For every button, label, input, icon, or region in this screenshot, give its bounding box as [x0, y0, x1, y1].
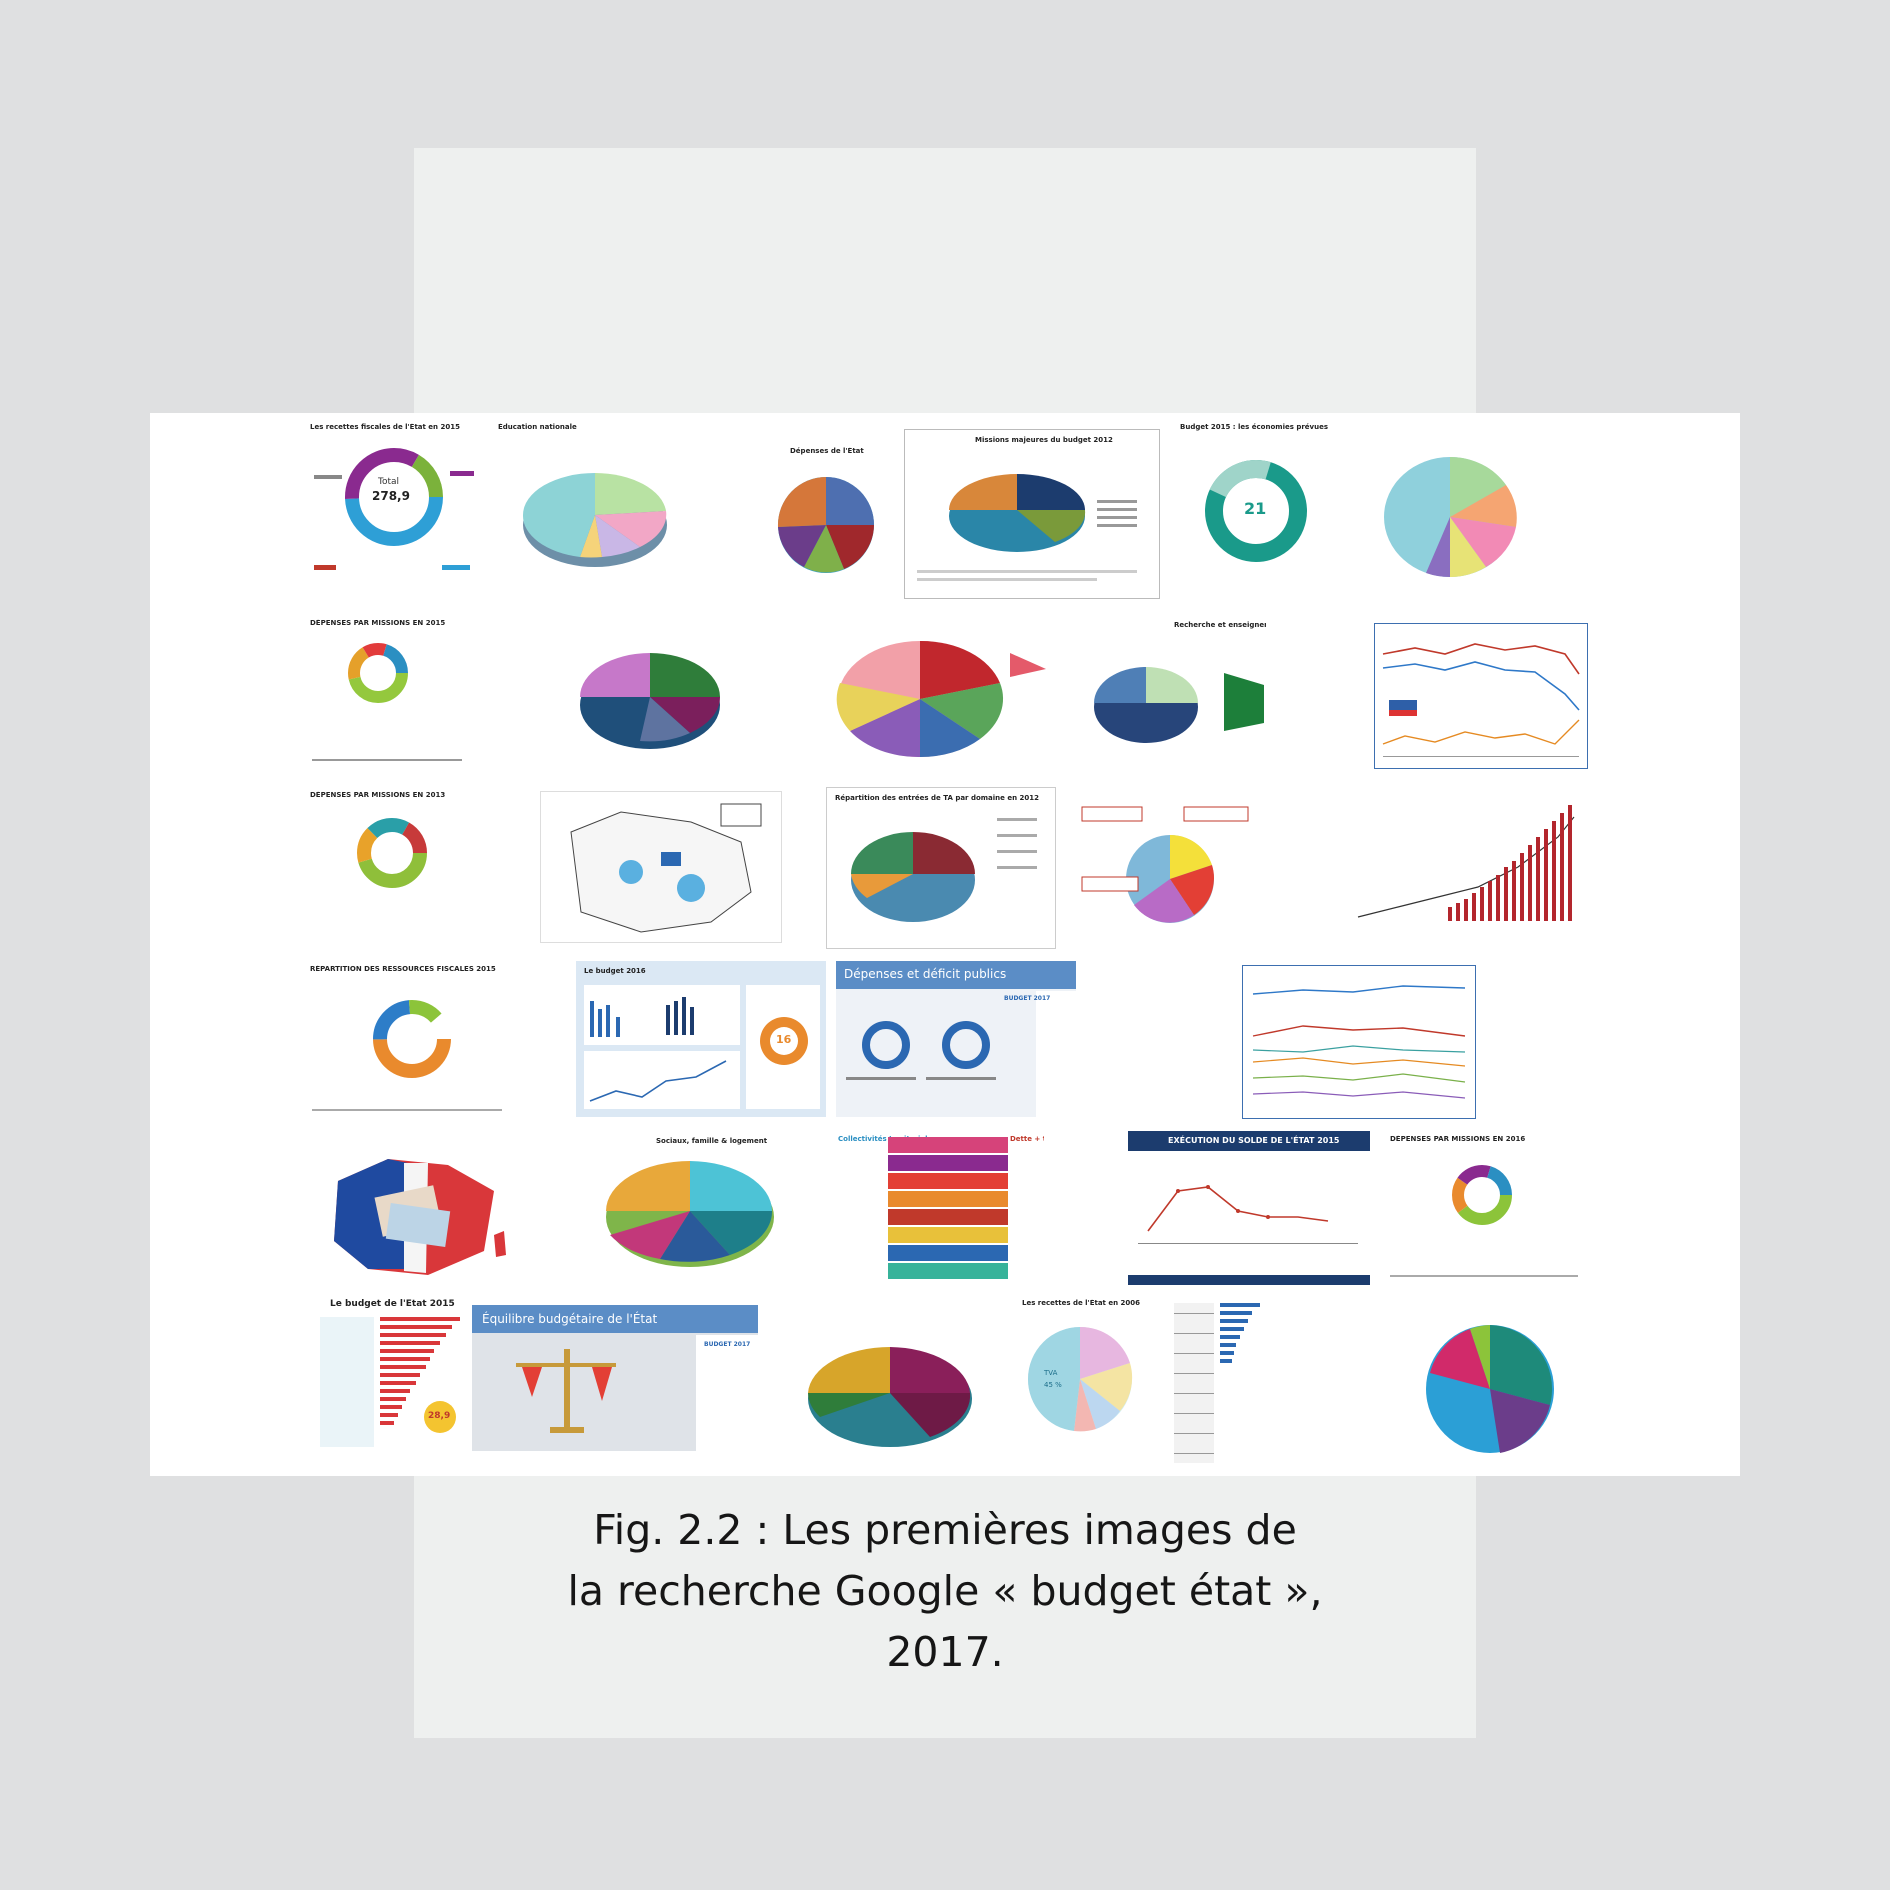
- thumbnail-ressources-fiscales-2015[interactable]: RÉPARTITION DES RESSOURCES FISCALES 2015: [302, 959, 520, 1119]
- thumbnail-title: Budget 2015 : les économies prévues: [1180, 423, 1328, 431]
- thumbnail-budget-etat-2015[interactable]: Le budget de l'État 2015 28,9: [310, 1293, 510, 1473]
- thumbnail-title: DÉPENSES PAR MISSIONS EN 2015: [310, 619, 446, 627]
- caption-line-2: la recherche Google « budget état »,: [567, 1567, 1323, 1615]
- thumbnail-pie-depenses-2016[interactable]: [1074, 787, 1286, 947]
- thumbnail-title: Éducation nationale: [498, 423, 577, 431]
- thumbnail-depenses-etat[interactable]: Dépenses de l'État: [704, 417, 892, 609]
- thumbnail-pie-3d-services-generaux[interactable]: Sociaux, famille & logement: [560, 1131, 820, 1287]
- thumbnail-pie-3d-multicolor[interactable]: [810, 613, 1052, 773]
- center-value: 21: [1244, 499, 1267, 518]
- thumbnail-budget-2016[interactable]: Le budget 2016 16: [576, 961, 826, 1117]
- caption-line-3: 2017.: [886, 1628, 1004, 1676]
- figure-caption: Fig. 2.2 : Les premières images de la re…: [414, 1500, 1476, 1683]
- thumbnail-pie-flat[interactable]: [1350, 1293, 1586, 1473]
- center-value: 278,9: [372, 489, 410, 503]
- badge-label: BUDGET 2017: [704, 1341, 751, 1348]
- thumbnail-depenses-missions-2013[interactable]: DÉPENSES PAR MISSIONS EN 2013: [302, 785, 490, 945]
- slice-label: TVA: [1044, 1369, 1058, 1377]
- thumbnail-budget-2015-economies[interactable]: Budget 2015 : les économies prévues 21: [1172, 417, 1338, 609]
- thumbnail-title: DÉPENSES PAR MISSIONS EN 2016: [1390, 1135, 1526, 1143]
- thumbnail-title: Missions majeures du budget 2012: [975, 436, 1113, 444]
- badge-label: BUDGET 2017: [1004, 995, 1051, 1002]
- thumbnail-title: Le budget de l'État 2015: [330, 1299, 455, 1309]
- thumbnail-title: Recherche et enseignement supérieur: [1174, 621, 1266, 629]
- thumbnail-depenses-deficit-publics[interactable]: Dépenses et déficit publics BUDGET 2017: [836, 961, 1076, 1117]
- thumbnail-line-depenses-2006[interactable]: [1242, 965, 1476, 1119]
- thumbnail-pie-defense[interactable]: [1346, 417, 1546, 609]
- thumbnail-equilibre-budgetaire[interactable]: Équilibre budgétaire de l'État BUDGET 20…: [472, 1305, 758, 1451]
- thumbnail-pie-recherche[interactable]: Recherche et enseignement supérieur: [1074, 613, 1274, 773]
- thumbnail-repartition-entrees-ta[interactable]: Répartition des entrées de TA par domain…: [826, 787, 1056, 949]
- banner-title: Équilibre budgétaire de l'État: [482, 1312, 658, 1326]
- banner-title: Dépenses et déficit publics: [844, 967, 1007, 981]
- thumbnail-pie-3d-depenses[interactable]: [780, 1313, 1000, 1473]
- thumbnail-depenses-missions-2015[interactable]: DÉPENSES PAR MISSIONS EN 2015: [302, 613, 490, 773]
- thumbnail-line-evolution-depenses[interactable]: [1374, 623, 1588, 769]
- thumbnail-pie-3d-ville-logement[interactable]: [530, 613, 762, 773]
- thumbnail-title: Les recettes fiscales de l'État en 2015: [310, 423, 460, 431]
- thumbnail-missions-budget-2012[interactable]: Missions majeures du budget 2012: [904, 429, 1160, 599]
- caption-line-1: Fig. 2.2 : Les premières images de: [593, 1506, 1297, 1554]
- thumbnail-title: Les recettes de l'État en 2006: [1022, 1299, 1140, 1307]
- center-label: Total: [378, 477, 400, 487]
- thumbnail-execution-solde-2015[interactable]: EXÉCUTION DU SOLDE DE L'ÉTAT 2015: [1128, 1131, 1370, 1287]
- thumbnail-title: Collectivités territoriales: [838, 1135, 937, 1143]
- thumbnail-title: Dépenses de l'État: [790, 447, 864, 455]
- thumbnail-title: Répartition des entrées de TA par domain…: [835, 794, 1039, 802]
- thumbnail-bar-dette-publique[interactable]: [1338, 787, 1586, 947]
- badge-value: 28,9: [428, 1411, 451, 1421]
- banner-title: EXÉCUTION DU SOLDE DE L'ÉTAT 2015: [1168, 1136, 1340, 1145]
- thumbnail-title: DÉPENSES PAR MISSIONS EN 2013: [310, 791, 446, 799]
- image-search-collage: Les recettes fiscales de l'État en 2015 …: [150, 413, 1740, 1476]
- thumbnail-depenses-missions-2016[interactable]: DÉPENSES PAR MISSIONS EN 2016: [1382, 1129, 1586, 1289]
- badge-value: 16: [776, 1033, 792, 1046]
- thumbnail-label-dette: Dette + trésorerie: [1010, 1135, 1044, 1143]
- thumbnail-mosaic-collectivites[interactable]: Collectivités territoriales Dette + trés…: [830, 1129, 1052, 1289]
- thumbnail-title: Sociaux, famille & logement: [656, 1137, 768, 1145]
- thumbnail-recettes-etat-2006[interactable]: Les recettes de l'État en 2006 TVA 45 %: [1008, 1293, 1158, 1473]
- thumbnail-title: RÉPARTITION DES RESSOURCES FISCALES 2015: [310, 965, 496, 973]
- thumbnail-illustration-france[interactable]: [540, 791, 782, 943]
- thumbnail-title: Le budget 2016: [584, 967, 646, 975]
- thumbnail-table-list[interactable]: [1170, 1293, 1280, 1473]
- slice-value: 45 %: [1044, 1381, 1062, 1389]
- thumbnail-recettes-fiscales-2015[interactable]: Les recettes fiscales de l'État en 2015 …: [302, 417, 486, 609]
- thumbnail-pie-education[interactable]: Éducation nationale: [490, 417, 700, 609]
- thumbnail-map-france-euros[interactable]: [308, 1131, 514, 1287]
